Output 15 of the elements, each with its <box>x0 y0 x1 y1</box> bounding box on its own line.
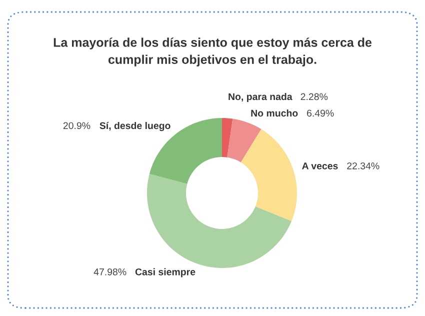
donut-slice <box>240 129 297 222</box>
data-label: 47.98% <box>94 268 126 276</box>
donut-slice <box>147 174 292 268</box>
slice-label: No, para nada <box>228 92 292 102</box>
data-label: 22.34% <box>347 162 380 170</box>
data-label: 6.49% <box>307 110 334 117</box>
donut-slice <box>222 118 233 158</box>
donut-slice <box>227 118 262 162</box>
slice-label: Casi siempre <box>135 268 196 278</box>
data-label: 20.9% <box>63 122 90 130</box>
data-label: 2.28% <box>300 93 328 100</box>
slice-label: Sí, desde luego <box>100 122 170 132</box>
chart-title: La mayoría de los días siento que estoy más cerca de cumplir mis objetivos en el trabajo. <box>54 38 372 66</box>
slice-label: A veces <box>302 162 338 170</box>
slice-label: No mucho <box>251 109 298 117</box>
